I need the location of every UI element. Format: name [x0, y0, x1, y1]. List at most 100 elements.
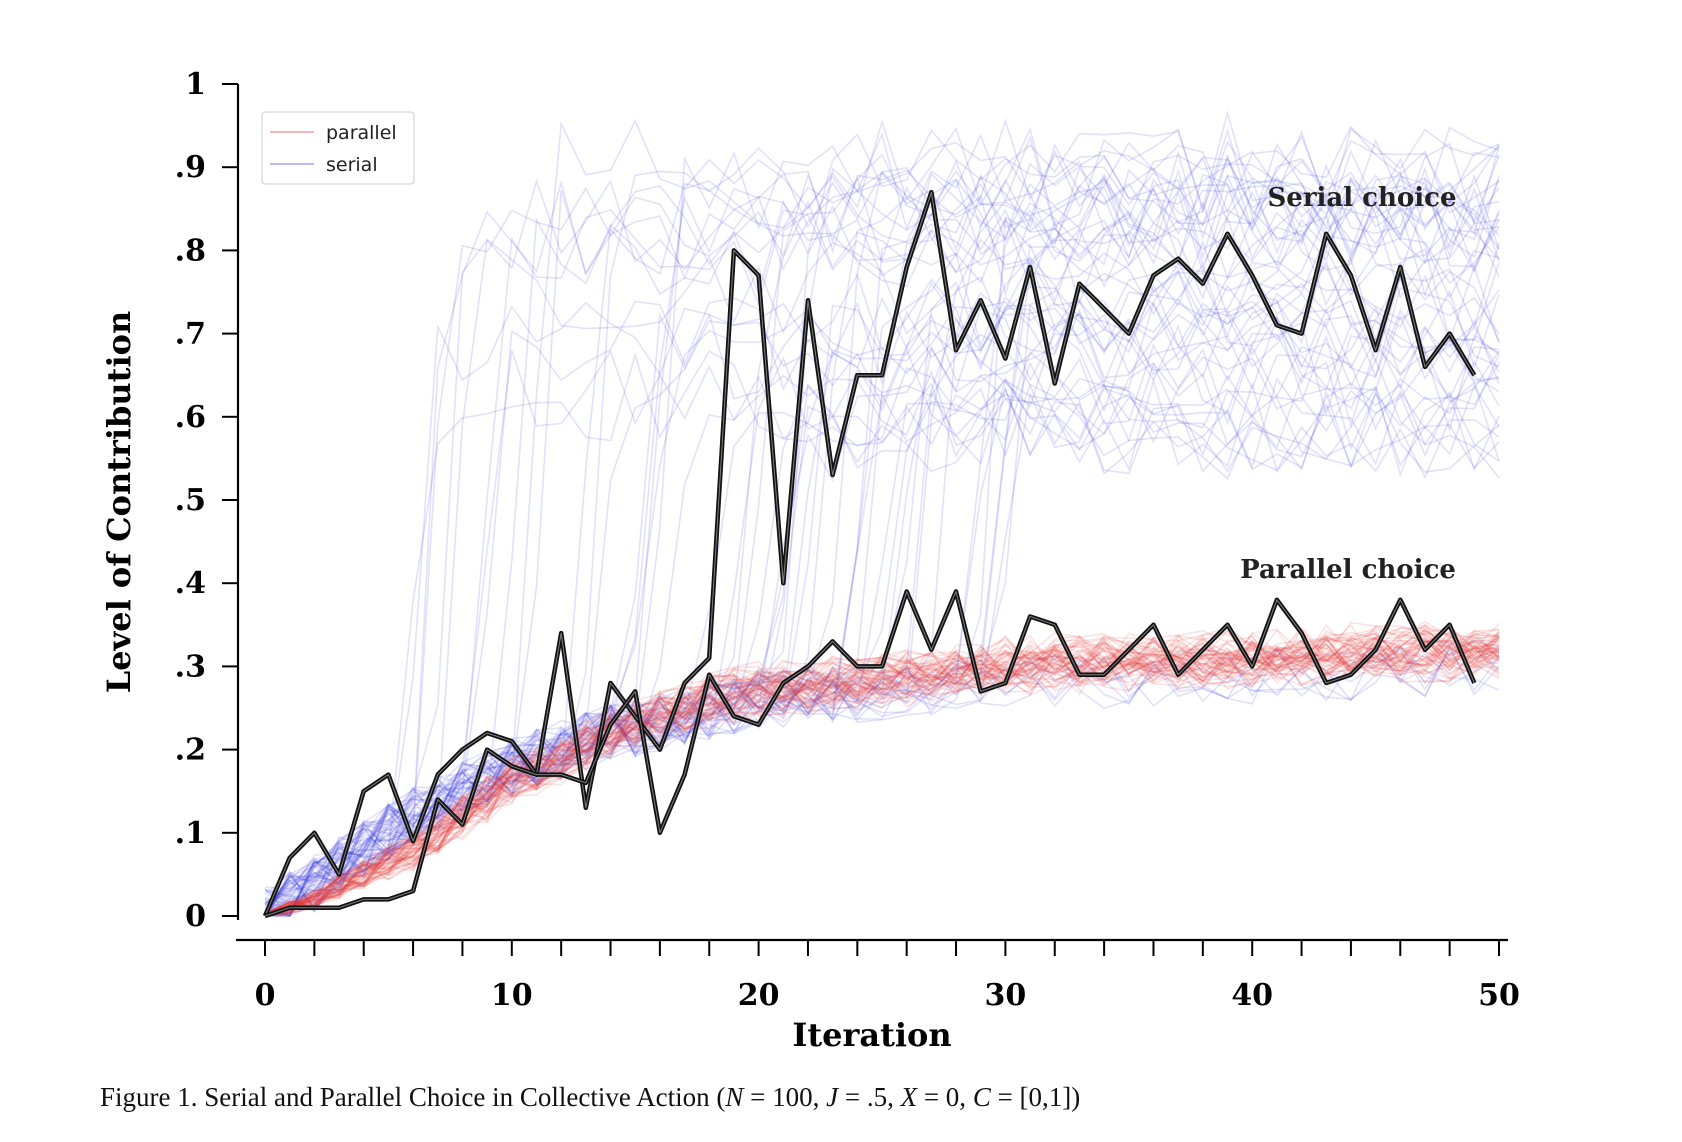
serial-run-line [264, 259, 1500, 917]
parallel-run-line [264, 629, 1500, 917]
serial-run-line [264, 272, 1500, 917]
serial-run-line [264, 298, 1500, 890]
legend: parallel serial [261, 111, 415, 185]
parallel-run-line [264, 626, 1500, 917]
parallel-run-line [264, 646, 1500, 917]
serial-run-line [264, 219, 1500, 914]
parallel-run-line [264, 636, 1500, 914]
highlight-runs [262, 189, 1477, 919]
serial-run-line [264, 155, 1500, 899]
serial-run-line [264, 237, 1500, 917]
serial-run-line [264, 349, 1500, 905]
parallel-run-line [264, 642, 1500, 917]
parallel-run-line [264, 652, 1500, 916]
serial-run-line [264, 373, 1500, 917]
serial-run-line [264, 139, 1500, 917]
parallel-run-line [264, 637, 1500, 914]
serial-run-line [264, 109, 1500, 917]
serial-run-line [264, 301, 1500, 917]
serial-run-line [264, 141, 1500, 906]
parallel-run-line [264, 636, 1500, 915]
parallel-run-line [264, 638, 1500, 917]
x-axis-title: Iteration [792, 1016, 951, 1054]
parallel-run-line [264, 646, 1500, 917]
parallel-run-line [264, 622, 1500, 915]
parallel-run-line [264, 636, 1500, 915]
serial-run-line [264, 291, 1500, 906]
annotation-serial-choice: Serial choice [1268, 183, 1457, 213]
parallel-run-line [264, 639, 1500, 915]
parallel-run-line [264, 645, 1500, 917]
y-tick-label: .6 [175, 400, 206, 435]
serial-run-line [264, 206, 1500, 917]
figure-caption: Figure 1. Serial and Parallel Choice in … [100, 1082, 1081, 1112]
serial-run-line [264, 285, 1500, 904]
serial-run-line [264, 333, 1500, 917]
serial-run-line [264, 346, 1500, 906]
parallel-run-line [264, 622, 1500, 916]
parallel-run-line [264, 639, 1500, 917]
y-tick-label: 0 [185, 899, 206, 934]
serial-run-line [264, 142, 1500, 917]
serial-run-line [264, 387, 1500, 897]
parallel-run-line [264, 630, 1500, 913]
serial-run-line [264, 639, 1500, 917]
serial-run-line [264, 168, 1500, 917]
y-tick-label: .3 [175, 649, 206, 684]
serial-run-line [264, 281, 1500, 917]
serial-run-line [264, 260, 1500, 917]
parallel-run-line [264, 639, 1500, 917]
parallel-run-line [264, 630, 1500, 914]
ticks: 0.1.2.3.4.5.6.7.8.910 10 20 30 40 50 [175, 67, 1520, 1013]
y-tick-label: .7 [175, 317, 206, 352]
serial-run-line [264, 643, 1500, 917]
serial-run-line [264, 301, 1500, 917]
serial-run-line [264, 162, 1500, 902]
serial-highlight-inner-line [264, 191, 1475, 917]
parallel-run-line [264, 633, 1500, 917]
serial-run-line [264, 131, 1500, 915]
parallel-run-line [264, 639, 1500, 917]
serial-run-line [264, 127, 1500, 917]
serial-run-line [264, 378, 1500, 909]
ensemble-runs [264, 109, 1500, 918]
serial-run-line [264, 385, 1500, 917]
parallel-run-line [264, 638, 1500, 917]
annotation-parallel-choice: Parallel choice [1240, 555, 1456, 585]
y-tick-label: .2 [175, 733, 206, 768]
parallel-run-line [264, 624, 1500, 916]
y-axis-title: Level of Contribution [100, 311, 138, 693]
parallel-run-line [264, 623, 1500, 915]
serial-run-line [264, 177, 1500, 917]
axes [236, 84, 1508, 942]
parallel-highlight-inner-line [264, 591, 1475, 917]
parallel-run-line [264, 637, 1500, 915]
parallel-run-line [264, 634, 1500, 916]
serial-run-line [264, 145, 1500, 905]
parallel-run-line [264, 639, 1500, 917]
y-tick-label: 1 [185, 67, 206, 102]
serial-run-line [264, 126, 1500, 917]
serial-run-line [264, 168, 1500, 917]
serial-run-line [264, 318, 1500, 917]
parallel-run-line [264, 629, 1500, 917]
x-tick-label: 20 [738, 978, 780, 1013]
legend-label-parallel: parallel [326, 122, 397, 144]
serial-run-line [264, 176, 1500, 917]
serial-run-line [264, 345, 1500, 917]
serial-run-line [264, 170, 1500, 911]
parallel-run-line [264, 639, 1500, 917]
parallel-run-line [264, 639, 1500, 917]
legend-label-serial: serial [326, 154, 378, 176]
legend-box [261, 111, 415, 185]
serial-run-line [264, 382, 1500, 917]
serial-run-line [264, 652, 1500, 907]
serial-run-line [264, 199, 1500, 916]
y-tick-label: .9 [175, 150, 206, 185]
x-tick-label: 0 [255, 978, 276, 1013]
serial-run-line [264, 640, 1500, 914]
y-tick-label: .1 [175, 816, 206, 851]
x-tick-label: 40 [1231, 978, 1273, 1013]
parallel-run-line [264, 639, 1500, 914]
